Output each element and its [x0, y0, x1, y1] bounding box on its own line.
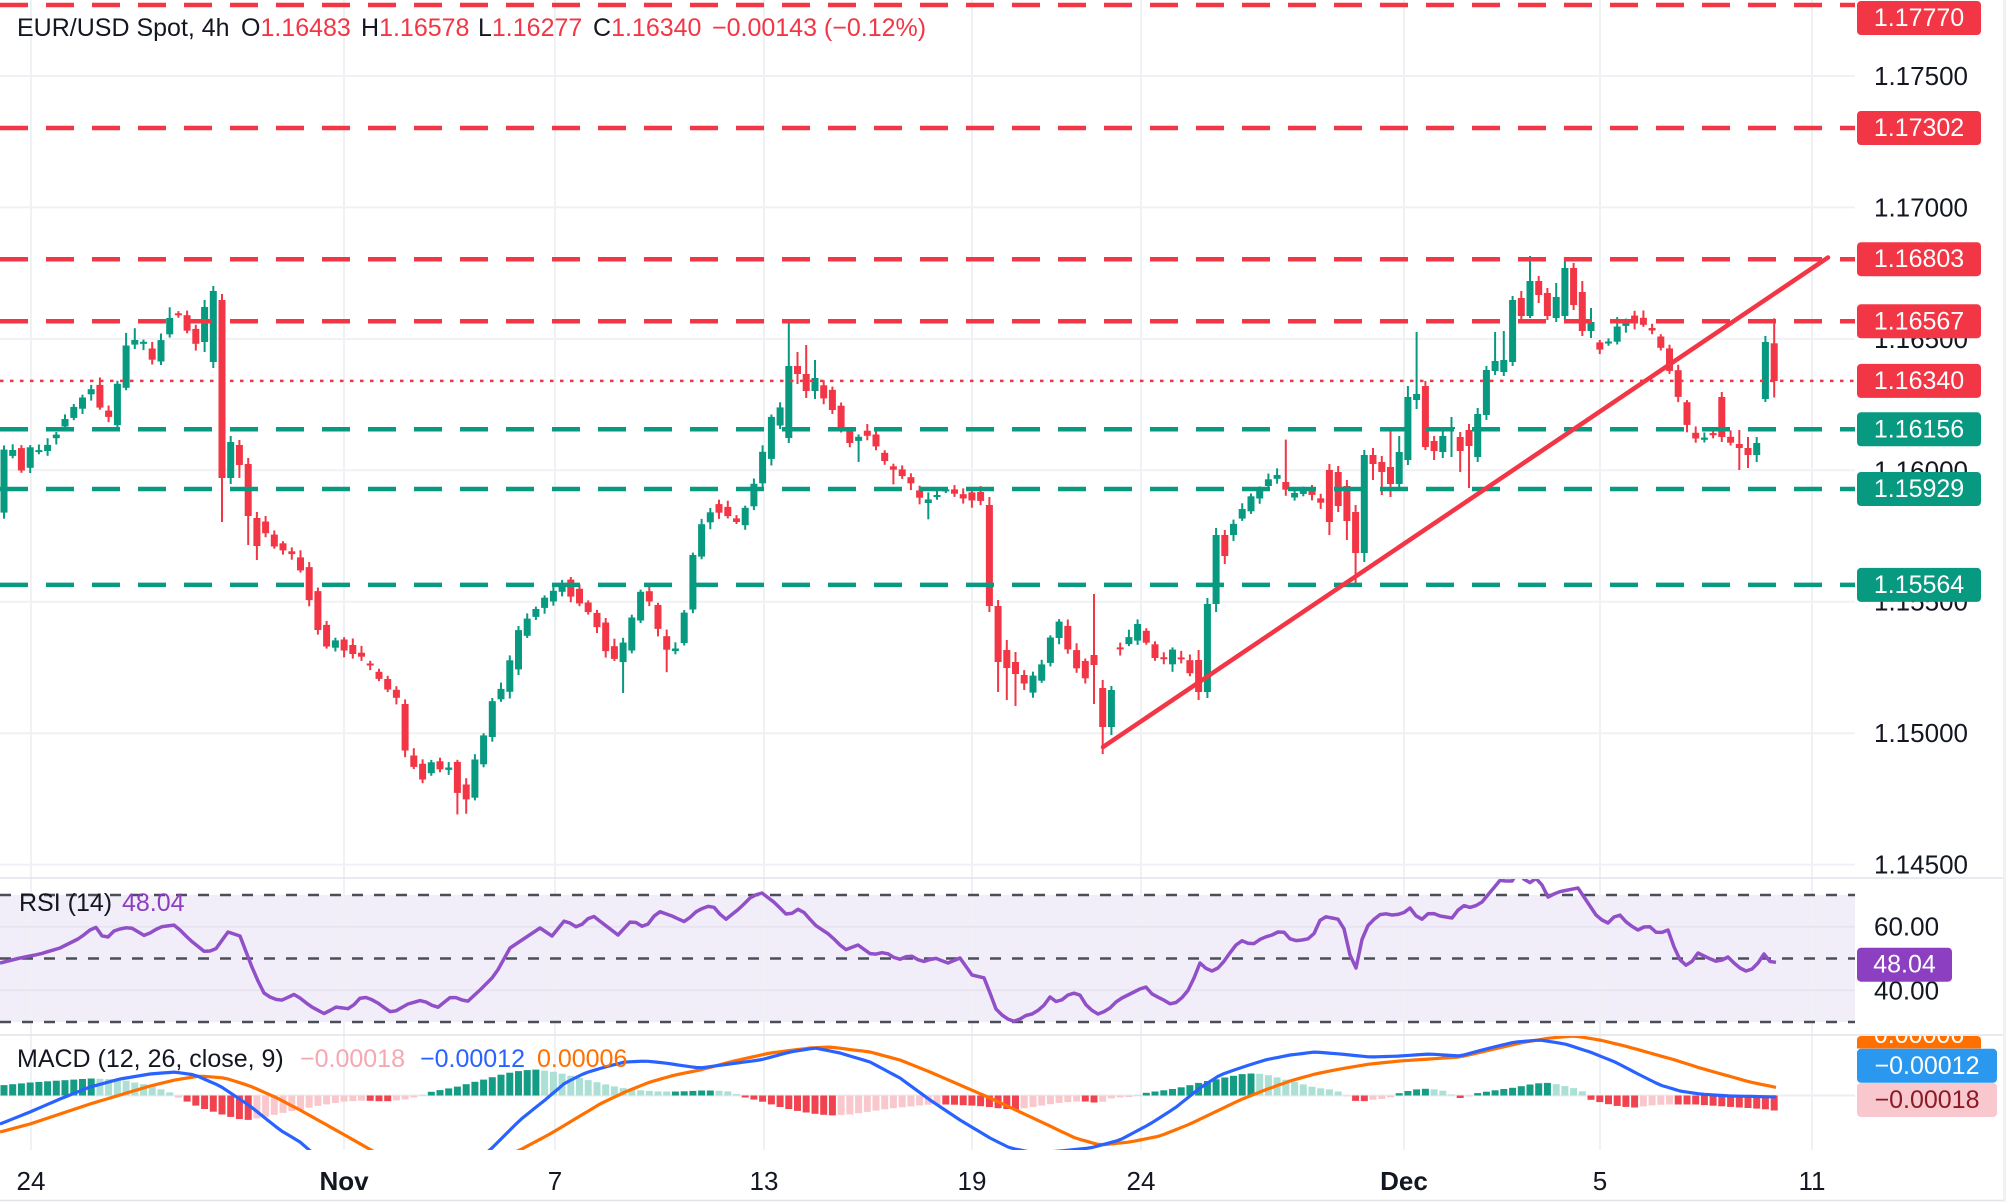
svg-text:−0.00012: −0.00012 [420, 1045, 525, 1073]
svg-text:Nov: Nov [319, 1166, 369, 1196]
svg-text:1.16156: 1.16156 [1874, 415, 1964, 443]
svg-text:−0.00143 (−0.12%): −0.00143 (−0.12%) [712, 14, 926, 42]
svg-text:1.17770: 1.17770 [1874, 4, 1964, 32]
svg-text:1.15929: 1.15929 [1874, 475, 1964, 503]
svg-text:RSI (14): RSI (14) [19, 889, 112, 917]
svg-text:7: 7 [548, 1166, 562, 1196]
svg-text:−0.00018: −0.00018 [300, 1045, 405, 1073]
svg-text:48.04: 48.04 [1873, 951, 1936, 979]
svg-text:C1.16340: C1.16340 [593, 14, 701, 42]
svg-text:1.17500: 1.17500 [1874, 61, 1968, 91]
svg-text:24: 24 [17, 1166, 46, 1196]
svg-text:1.14500: 1.14500 [1874, 850, 1968, 880]
svg-text:0.00006: 0.00006 [537, 1045, 627, 1073]
svg-text:1.16340: 1.16340 [1874, 367, 1964, 395]
svg-text:EUR/USD Spot, 4h: EUR/USD Spot, 4h [17, 14, 230, 42]
svg-text:5: 5 [1593, 1166, 1607, 1196]
svg-text:19: 19 [958, 1166, 987, 1196]
svg-text:O1.16483: O1.16483 [241, 14, 351, 42]
svg-text:L1.16277: L1.16277 [478, 14, 582, 42]
svg-text:13: 13 [750, 1166, 779, 1196]
svg-text:H1.16578: H1.16578 [361, 14, 469, 42]
svg-text:1.16567: 1.16567 [1874, 307, 1964, 335]
svg-text:0.00006: 0.00006 [1874, 1021, 1964, 1049]
svg-text:1.15000: 1.15000 [1874, 718, 1968, 748]
svg-text:MACD (12, 26, close, 9): MACD (12, 26, close, 9) [17, 1045, 284, 1073]
svg-text:1.15564: 1.15564 [1874, 571, 1964, 599]
svg-text:1.17000: 1.17000 [1874, 192, 1968, 222]
svg-text:Dec: Dec [1380, 1166, 1428, 1196]
svg-text:24: 24 [1127, 1166, 1156, 1196]
svg-text:11: 11 [1799, 1166, 1826, 1196]
svg-text:60.00: 60.00 [1874, 912, 1939, 942]
svg-text:1.16803: 1.16803 [1874, 245, 1964, 273]
svg-text:48.04: 48.04 [122, 889, 185, 917]
svg-text:1.17302: 1.17302 [1874, 114, 1964, 142]
svg-text:−0.00018: −0.00018 [1875, 1086, 1980, 1114]
svg-text:−0.00012: −0.00012 [1875, 1052, 1980, 1080]
